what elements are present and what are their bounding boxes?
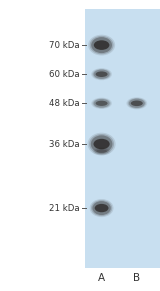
Ellipse shape <box>92 98 111 108</box>
Ellipse shape <box>93 139 110 149</box>
Text: 21 kDa: 21 kDa <box>49 204 80 212</box>
Text: B: B <box>133 273 140 283</box>
Ellipse shape <box>131 100 143 106</box>
Ellipse shape <box>91 68 112 80</box>
Ellipse shape <box>96 149 107 153</box>
Ellipse shape <box>91 37 112 53</box>
Ellipse shape <box>88 133 116 155</box>
Ellipse shape <box>94 99 110 108</box>
Ellipse shape <box>88 35 115 56</box>
Ellipse shape <box>91 135 112 153</box>
Bar <box>85 9 160 268</box>
Text: 48 kDa: 48 kDa <box>49 99 80 108</box>
Ellipse shape <box>126 97 147 109</box>
Ellipse shape <box>96 101 108 106</box>
Ellipse shape <box>89 134 114 154</box>
Ellipse shape <box>91 97 112 109</box>
Ellipse shape <box>90 199 114 217</box>
Ellipse shape <box>94 40 109 50</box>
Ellipse shape <box>96 71 108 77</box>
Ellipse shape <box>128 98 146 109</box>
Text: 60 kDa: 60 kDa <box>49 70 80 79</box>
Text: 36 kDa: 36 kDa <box>49 140 80 148</box>
Ellipse shape <box>94 70 110 79</box>
Ellipse shape <box>91 200 112 216</box>
Ellipse shape <box>90 36 114 54</box>
Ellipse shape <box>93 148 110 155</box>
Ellipse shape <box>95 204 108 212</box>
Ellipse shape <box>92 69 111 79</box>
Ellipse shape <box>94 148 109 155</box>
Text: 70 kDa: 70 kDa <box>49 41 80 49</box>
Ellipse shape <box>129 99 145 108</box>
Text: A: A <box>98 273 105 283</box>
Ellipse shape <box>92 201 111 215</box>
